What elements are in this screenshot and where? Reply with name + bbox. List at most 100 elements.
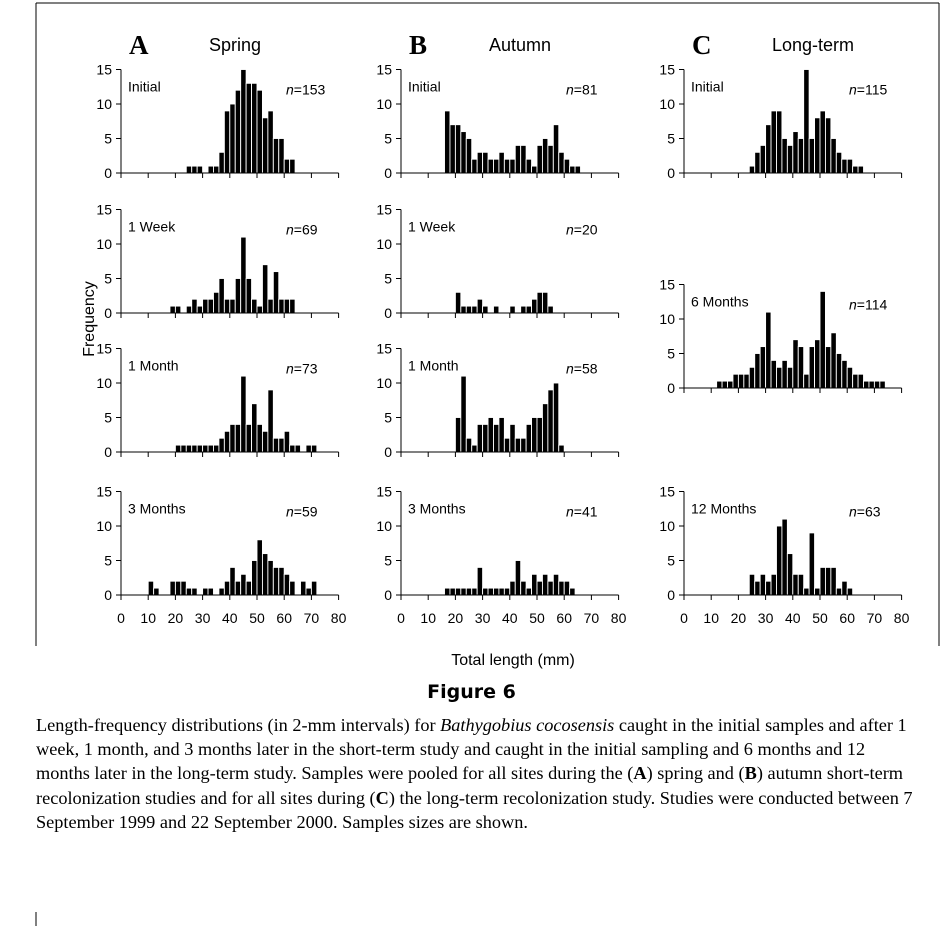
y-tick-label: 15 [96,202,112,218]
histogram-bar [770,359,777,389]
histogram-bar [278,437,285,453]
histogram-bar [558,151,565,174]
histogram-bar [218,587,225,596]
histogram-bar [514,437,522,453]
histogram-bar [569,165,576,174]
histogram-bar [525,587,533,596]
y-axis-title: Frequency [81,281,98,357]
histogram-bar [520,437,527,453]
x-tick-label: 60 [556,610,572,626]
histogram-bar [454,417,462,453]
histogram-bar [471,305,478,314]
y-tick-label: 5 [667,346,675,362]
histogram-bar [267,389,274,453]
column-title: Long-term [772,35,854,55]
histogram-bar [531,417,538,453]
x-tick-label: 0 [117,610,125,626]
histogram-bar [797,346,805,389]
histogram-bar [245,82,253,174]
x-tick-label: 0 [680,610,688,626]
y-tick-label: 15 [659,277,675,293]
x-tick-label: 50 [249,610,265,626]
histogram-bar [852,165,859,174]
y-tick-label: 0 [104,165,112,181]
y-tick-label: 5 [104,271,112,287]
histogram-bar [536,580,543,596]
histogram-bar [487,587,494,596]
histogram-bar [879,380,886,389]
x-tick-label: 40 [785,610,801,626]
x-tick-label: 80 [331,610,347,626]
histogram-bar [525,158,533,174]
y-tick-label: 0 [104,305,112,321]
x-tick-label: 80 [894,610,910,626]
histogram-bar [460,587,467,596]
histogram-bar [563,580,571,596]
histogram-B-3: 0 5 10 15 1 Month n=58 [376,341,620,460]
histogram-bar [863,380,870,389]
histogram-bar [300,580,307,596]
histogram-bar [482,151,489,174]
histogram-bar [835,151,843,174]
sample-size-label: n=59 [286,504,318,520]
histogram-bar [754,580,761,596]
histogram-bar [721,380,728,389]
histogram-bar [261,117,269,174]
histogram-bar [267,560,274,596]
caption-run: A [633,763,647,784]
histogram-bar [283,298,291,314]
histogram-bar [278,138,285,174]
histogram-bar [471,444,478,453]
histogram-bar [147,580,155,596]
histogram-bar [229,298,236,314]
x-tick-label: 30 [758,610,774,626]
histogram-bar [531,165,538,174]
histogram-bar [278,298,285,314]
histogram-bar [846,587,854,596]
caption-run: ) spring and ( [646,763,745,784]
histogram-bar [841,359,848,389]
y-tick-label: 15 [659,484,675,500]
y-tick-label: 10 [96,236,112,252]
sample-size-label: n=20 [566,222,598,238]
histogram-bar [531,298,538,314]
sample-label: Initial [691,79,724,95]
histogram-B-2: 0 5 10 15 1 Week n=20 [376,202,620,321]
histogram-bar [213,165,220,174]
histogram-bar [251,82,258,174]
x-tick-label: 20 [448,610,464,626]
histogram-bar [289,298,296,314]
x-tick-label: 70 [584,610,600,626]
histogram-bar [786,553,794,596]
histogram-bar [476,566,484,596]
sample-size-label: n=153 [286,82,326,98]
histogram-bar [503,158,511,174]
histogram-bar [213,291,220,314]
histogram-bar [272,437,280,453]
histogram-bar [256,305,263,314]
sample-label: 1 Week [128,219,176,235]
sample-size-label: n=114 [849,297,888,313]
histogram-bar [482,587,489,596]
histogram-bar [493,423,500,453]
histogram-bar [234,423,242,453]
caption-run: Bathygobius cocosensis [440,715,615,735]
histogram-bar [460,131,467,174]
histogram-bar [305,444,312,453]
x-axis-title: Total length (mm) [451,652,575,669]
histogram-C-3: 0 5 10 15 0 10 20 30 40 50 60 70 80 12 Months n=63 [659,484,909,627]
histogram-bar [449,124,456,174]
sample-size-label: n=73 [286,361,318,377]
histogram-bar [196,165,204,174]
histogram-bar [830,566,837,596]
histogram-A-2: 0 5 10 15 1 Week n=69 [96,202,340,321]
histogram-bar [558,580,565,596]
histogram-B-4: 0 5 10 15 0 10 20 30 40 50 60 70 80 3 Months n=41 [376,484,626,627]
histogram-bar [776,366,783,389]
sample-label: 3 Months [128,501,186,517]
histogram-bar [310,580,318,596]
y-tick-label: 10 [96,96,112,112]
histogram-bar [531,573,538,596]
histogram-bar [191,298,198,314]
y-tick-label: 0 [384,587,392,603]
